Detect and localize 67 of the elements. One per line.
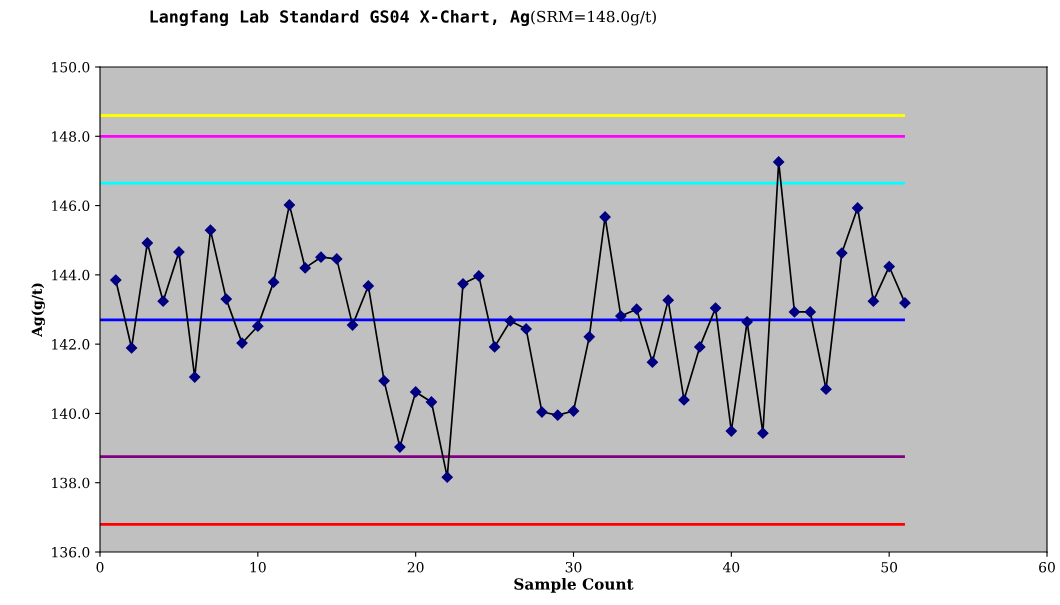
- point: [709, 302, 722, 314]
- point: [851, 202, 864, 214]
- point: [378, 375, 390, 387]
- point: [820, 383, 832, 395]
- point: [741, 316, 753, 328]
- point: [567, 405, 580, 417]
- y-tick-label: 142.0: [52, 339, 90, 350]
- chart-subtitle: (SRM=148.0g/t): [531, 10, 656, 26]
- point: [788, 306, 801, 318]
- y-tick-label: 138.0: [52, 477, 90, 489]
- point: [110, 274, 122, 286]
- y-tick-label: 146.0: [52, 200, 90, 212]
- x-tick-label: 20: [407, 561, 424, 573]
- point: [773, 156, 785, 168]
- point: [504, 315, 516, 327]
- point: [362, 280, 374, 292]
- y-axis-title: Ag(g/t): [31, 283, 45, 338]
- point: [836, 247, 848, 259]
- y-tick-label: 150.0: [52, 61, 90, 73]
- point: [220, 293, 232, 305]
- y-tick-label: 144.0: [52, 269, 90, 281]
- point: [646, 356, 659, 368]
- point: [457, 278, 469, 290]
- x-tick-label: 10: [250, 561, 266, 573]
- y-tick-label: 136.0: [52, 546, 90, 558]
- point: [346, 319, 359, 331]
- x-tick-label: 30: [565, 561, 582, 573]
- point: [662, 294, 674, 306]
- point: [315, 251, 327, 263]
- point: [520, 323, 532, 335]
- x-tick-label: 50: [881, 561, 898, 573]
- point: [883, 260, 895, 273]
- point: [899, 297, 911, 309]
- point: [204, 224, 217, 236]
- point: [157, 295, 169, 307]
- point: [678, 394, 690, 406]
- x-tick-label: 0: [96, 561, 104, 573]
- point: [283, 199, 296, 211]
- point: [804, 306, 816, 318]
- point: [141, 237, 153, 249]
- point: [252, 320, 264, 332]
- point: [189, 371, 201, 383]
- point: [441, 471, 453, 483]
- point: [394, 441, 406, 453]
- point: [268, 276, 280, 288]
- point: [552, 409, 564, 421]
- point: [631, 303, 643, 315]
- point: [125, 342, 138, 354]
- point: [425, 396, 438, 408]
- point: [331, 253, 343, 265]
- point: [757, 427, 769, 439]
- point: [583, 331, 595, 343]
- point: [236, 337, 248, 349]
- x-axis-title: Sample Count: [514, 577, 634, 593]
- point: [725, 425, 737, 437]
- point: [694, 341, 706, 353]
- y-tick-label: 148.0: [52, 131, 90, 142]
- x-tick-label: 40: [722, 561, 740, 573]
- y-tick-label: 140.0: [52, 408, 90, 419]
- chart-title: Langfang Lab Standard GS04 X-Chart, Ag: [150, 9, 529, 27]
- point: [488, 341, 501, 353]
- point: [410, 386, 422, 398]
- x-tick-label: 60: [1039, 561, 1055, 573]
- point: [473, 270, 485, 282]
- point: [299, 262, 311, 274]
- point: [867, 295, 879, 307]
- point: [615, 310, 627, 322]
